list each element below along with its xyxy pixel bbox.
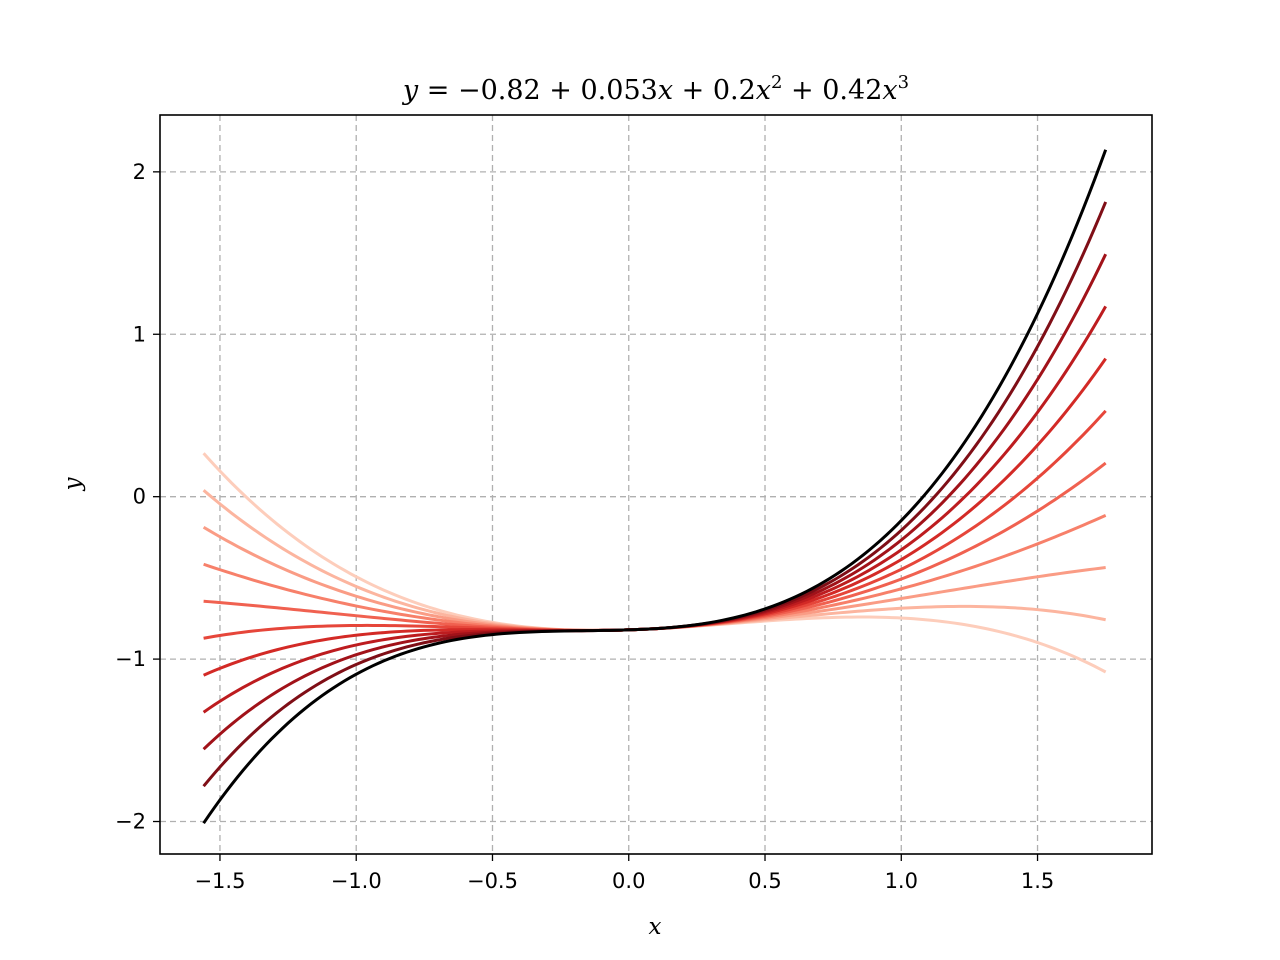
series-line	[202, 149, 1108, 825]
ticks: −1.5 −1.0 −0.5 0.0 0.5 1.0 1.5 −2 −1 0 1 2	[115, 160, 1054, 893]
x-tick-label: −1.5	[194, 869, 245, 893]
y-tick-label: 2	[133, 160, 146, 184]
y-tick-label: −1	[115, 647, 146, 671]
y-axis-label: y	[60, 477, 86, 492]
plot-frame	[159, 114, 1153, 855]
y-tick-label: −2	[115, 810, 146, 834]
x-tick-label: 1.5	[1021, 869, 1054, 893]
x-tick-label: −0.5	[467, 869, 518, 893]
series-group	[202, 149, 1108, 825]
y-tick-label: 1	[133, 322, 146, 346]
x-tick-label: 0.0	[612, 869, 645, 893]
x-tick-label: −1.0	[331, 869, 382, 893]
chart-title: y = −0.82 + 0.053x + 0.2x2 + 0.42x3	[402, 72, 909, 106]
y-tick-label: 0	[133, 485, 146, 509]
x-tick-label: 0.5	[748, 869, 781, 893]
x-tick-label: 1.0	[885, 869, 918, 893]
x-axis-label: x	[649, 914, 662, 940]
grid	[160, 115, 1152, 854]
